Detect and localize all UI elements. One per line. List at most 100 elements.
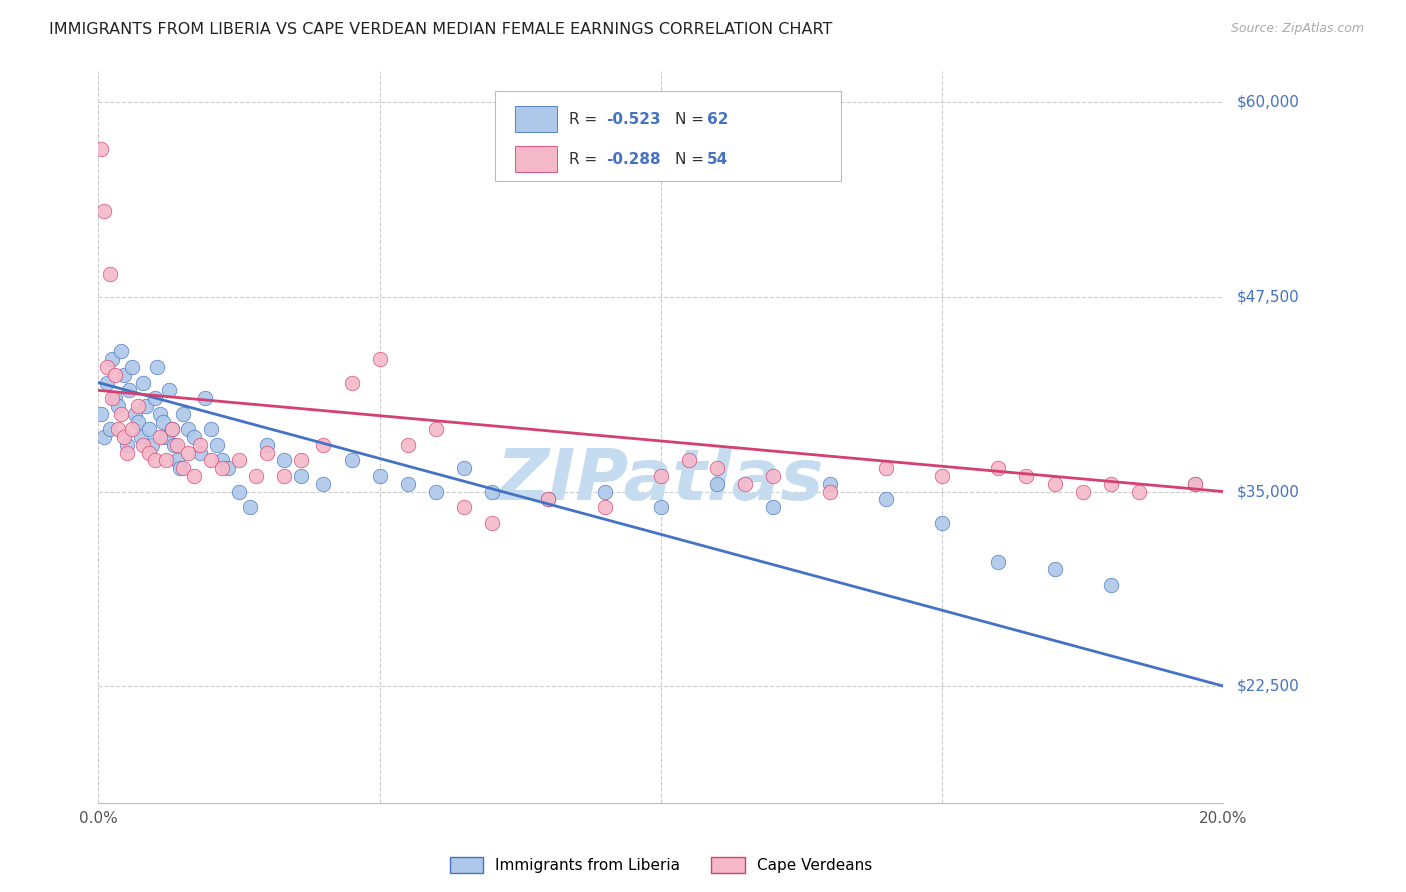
Point [273, 469, 295, 483]
Text: R =: R = [569, 152, 603, 167]
Text: $22,500: $22,500 [1237, 679, 1301, 694]
Point [762, 500, 785, 515]
Point [135, 399, 157, 413]
Point [1099, 578, 1122, 592]
Text: IMMIGRANTS FROM LIBERIA VS CAPE VERDEAN MEDIAN FEMALE EARNINGS CORRELATION CHART: IMMIGRANTS FROM LIBERIA VS CAPE VERDEAN … [49, 22, 832, 37]
Point [157, 384, 180, 398]
Point [129, 430, 152, 444]
Point [169, 461, 191, 475]
Point [706, 476, 728, 491]
Point [98, 267, 121, 281]
Point [104, 368, 127, 382]
Point [163, 438, 186, 452]
Point [152, 415, 174, 429]
Point [93, 204, 115, 219]
Point [96, 376, 118, 390]
Point [273, 453, 295, 467]
Point [188, 438, 211, 452]
Point [155, 453, 177, 467]
Point [245, 469, 267, 483]
Point [1043, 476, 1066, 491]
Point [875, 492, 897, 507]
Point [217, 461, 239, 475]
Text: 54: 54 [707, 152, 728, 167]
Text: $60,000: $60,000 [1237, 95, 1301, 110]
Point [734, 476, 756, 491]
Point [931, 516, 953, 530]
Point [183, 430, 205, 444]
Point [188, 445, 211, 459]
Point [177, 422, 200, 436]
Point [340, 453, 363, 467]
Point [706, 461, 728, 475]
Point [650, 500, 672, 515]
Point [166, 438, 188, 452]
Point [678, 453, 700, 467]
Point [228, 484, 250, 499]
Point [110, 344, 132, 359]
Point [93, 430, 115, 444]
Point [537, 492, 560, 507]
Point [146, 359, 169, 374]
Point [453, 500, 475, 515]
Point [340, 376, 363, 390]
Point [312, 438, 335, 452]
Point [104, 391, 127, 405]
Point [200, 453, 222, 467]
Point [205, 438, 228, 452]
Point [90, 407, 112, 421]
Point [112, 368, 135, 382]
Point [1071, 484, 1094, 499]
Point [818, 476, 841, 491]
Point [368, 352, 391, 367]
Point [762, 469, 785, 483]
Text: 62: 62 [707, 112, 728, 127]
Point [211, 453, 233, 467]
Point [143, 453, 166, 467]
Point [1184, 476, 1206, 491]
Point [177, 445, 200, 459]
Point [132, 438, 155, 452]
Point [453, 461, 475, 475]
Point [537, 492, 560, 507]
Point [118, 384, 141, 398]
Point [1099, 476, 1122, 491]
Point [425, 422, 447, 436]
Point [931, 469, 953, 483]
Point [149, 407, 172, 421]
Point [121, 359, 143, 374]
Point [143, 391, 166, 405]
Point [290, 453, 312, 467]
Point [481, 516, 503, 530]
Text: N =: N = [675, 112, 709, 127]
Legend: Immigrants from Liberia, Cape Verdeans: Immigrants from Liberia, Cape Verdeans [443, 851, 879, 880]
Point [121, 422, 143, 436]
Point [256, 445, 278, 459]
Point [290, 469, 312, 483]
Point [200, 422, 222, 436]
Point [166, 453, 188, 467]
Point [228, 453, 250, 467]
Point [110, 407, 132, 421]
Point [183, 469, 205, 483]
Point [239, 500, 262, 515]
Text: $47,500: $47,500 [1237, 290, 1301, 304]
Point [160, 422, 183, 436]
Point [818, 484, 841, 499]
Point [172, 407, 194, 421]
Point [1184, 476, 1206, 491]
Point [593, 500, 616, 515]
Point [987, 461, 1010, 475]
Point [160, 422, 183, 436]
Point [138, 445, 160, 459]
Point [1043, 562, 1066, 576]
Point [312, 476, 335, 491]
Point [1128, 484, 1150, 499]
Point [650, 469, 672, 483]
Point [98, 422, 121, 436]
Point [425, 484, 447, 499]
Point [396, 438, 419, 452]
Point [127, 399, 149, 413]
Point [172, 461, 194, 475]
Point [256, 438, 278, 452]
